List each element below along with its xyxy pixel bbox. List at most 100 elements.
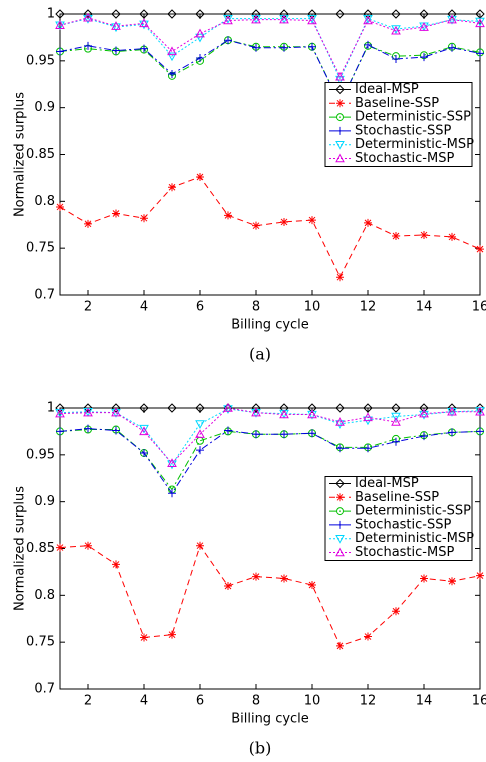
marker bbox=[251, 14, 261, 24]
marker bbox=[140, 214, 148, 223]
x-tick-label: 4 bbox=[140, 300, 148, 315]
marker bbox=[252, 572, 260, 581]
marker bbox=[223, 9, 233, 19]
x-axis-label: Billing cycle bbox=[231, 318, 309, 333]
marker bbox=[279, 409, 289, 419]
marker bbox=[55, 20, 65, 29]
marker bbox=[55, 408, 65, 418]
marker bbox=[196, 436, 204, 445]
x-tick-label: 10 bbox=[304, 694, 321, 709]
marker bbox=[335, 420, 345, 429]
legend-marker bbox=[336, 520, 344, 529]
marker bbox=[83, 407, 93, 417]
marker bbox=[308, 216, 316, 225]
marker bbox=[419, 410, 429, 420]
marker bbox=[335, 403, 345, 413]
marker bbox=[420, 432, 428, 441]
marker bbox=[167, 458, 177, 467]
marker bbox=[167, 46, 177, 56]
marker bbox=[280, 430, 288, 439]
y-tick-label: 0.95 bbox=[26, 53, 55, 68]
marker bbox=[476, 49, 484, 58]
marker bbox=[55, 403, 65, 413]
marker bbox=[307, 403, 317, 413]
marker bbox=[111, 23, 121, 33]
x-tick-label: 6 bbox=[196, 694, 204, 709]
y-tick-label: 0.8 bbox=[34, 588, 55, 603]
marker bbox=[112, 46, 120, 55]
marker bbox=[224, 36, 232, 45]
marker bbox=[111, 21, 121, 30]
marker bbox=[167, 460, 177, 470]
marker bbox=[111, 403, 121, 413]
series-line bbox=[59, 407, 480, 465]
marker bbox=[196, 172, 204, 181]
marker bbox=[56, 543, 64, 552]
marker bbox=[419, 403, 429, 413]
marker bbox=[279, 403, 289, 413]
marker bbox=[83, 14, 93, 24]
marker bbox=[307, 14, 317, 24]
marker bbox=[392, 54, 400, 63]
marker bbox=[364, 218, 372, 227]
y-tick-label: 1 bbox=[47, 401, 55, 416]
y-tick-label: 0.7 bbox=[34, 682, 55, 697]
marker bbox=[139, 424, 149, 434]
legend-box bbox=[324, 476, 473, 561]
marker bbox=[55, 9, 65, 19]
marker bbox=[196, 54, 204, 63]
marker bbox=[307, 15, 317, 25]
marker bbox=[84, 424, 92, 433]
marker bbox=[447, 14, 457, 24]
marker bbox=[168, 183, 176, 192]
legend-marker bbox=[335, 84, 345, 95]
marker bbox=[280, 217, 288, 226]
marker bbox=[195, 9, 205, 19]
marker bbox=[420, 53, 428, 62]
marker bbox=[84, 219, 92, 228]
y-tick-label: 0.85 bbox=[26, 147, 55, 162]
y-tick-label: 0.8 bbox=[34, 194, 55, 209]
marker bbox=[251, 403, 261, 413]
marker bbox=[336, 273, 344, 282]
marker bbox=[167, 403, 177, 413]
marker bbox=[224, 581, 232, 590]
marker bbox=[392, 437, 400, 446]
legend-label: Baseline-SSP bbox=[355, 96, 439, 111]
marker bbox=[196, 541, 204, 550]
marker bbox=[308, 42, 316, 51]
marker bbox=[140, 633, 148, 642]
y-tick-label: 0.95 bbox=[26, 447, 55, 462]
marker bbox=[224, 426, 232, 435]
marker bbox=[56, 47, 64, 56]
marker bbox=[307, 409, 317, 419]
marker bbox=[336, 641, 344, 650]
marker bbox=[420, 574, 428, 583]
marker bbox=[391, 25, 401, 35]
series-line bbox=[59, 17, 481, 78]
marker bbox=[335, 417, 345, 426]
marker bbox=[476, 427, 484, 436]
x-tick-label: 16 bbox=[472, 694, 486, 709]
legend-marker bbox=[335, 153, 345, 163]
legend-label: Stochastic-MSP bbox=[355, 545, 454, 560]
marker bbox=[280, 574, 288, 583]
legend-label: Baseline-SSP bbox=[355, 490, 439, 505]
marker bbox=[84, 541, 92, 550]
marker bbox=[475, 403, 485, 413]
marker bbox=[364, 40, 372, 49]
x-tick-label: 8 bbox=[252, 694, 260, 709]
legend-marker bbox=[335, 535, 345, 544]
y-tick-label: 0.7 bbox=[34, 288, 55, 303]
marker bbox=[112, 426, 120, 435]
y-tick-label: 0.9 bbox=[34, 494, 55, 509]
marker bbox=[475, 406, 485, 416]
marker bbox=[391, 412, 401, 422]
marker bbox=[363, 403, 373, 413]
series-line bbox=[59, 176, 481, 279]
marker bbox=[251, 9, 261, 19]
x-tick-label: 12 bbox=[360, 694, 377, 709]
marker bbox=[364, 444, 372, 453]
legend-marker bbox=[336, 507, 344, 516]
